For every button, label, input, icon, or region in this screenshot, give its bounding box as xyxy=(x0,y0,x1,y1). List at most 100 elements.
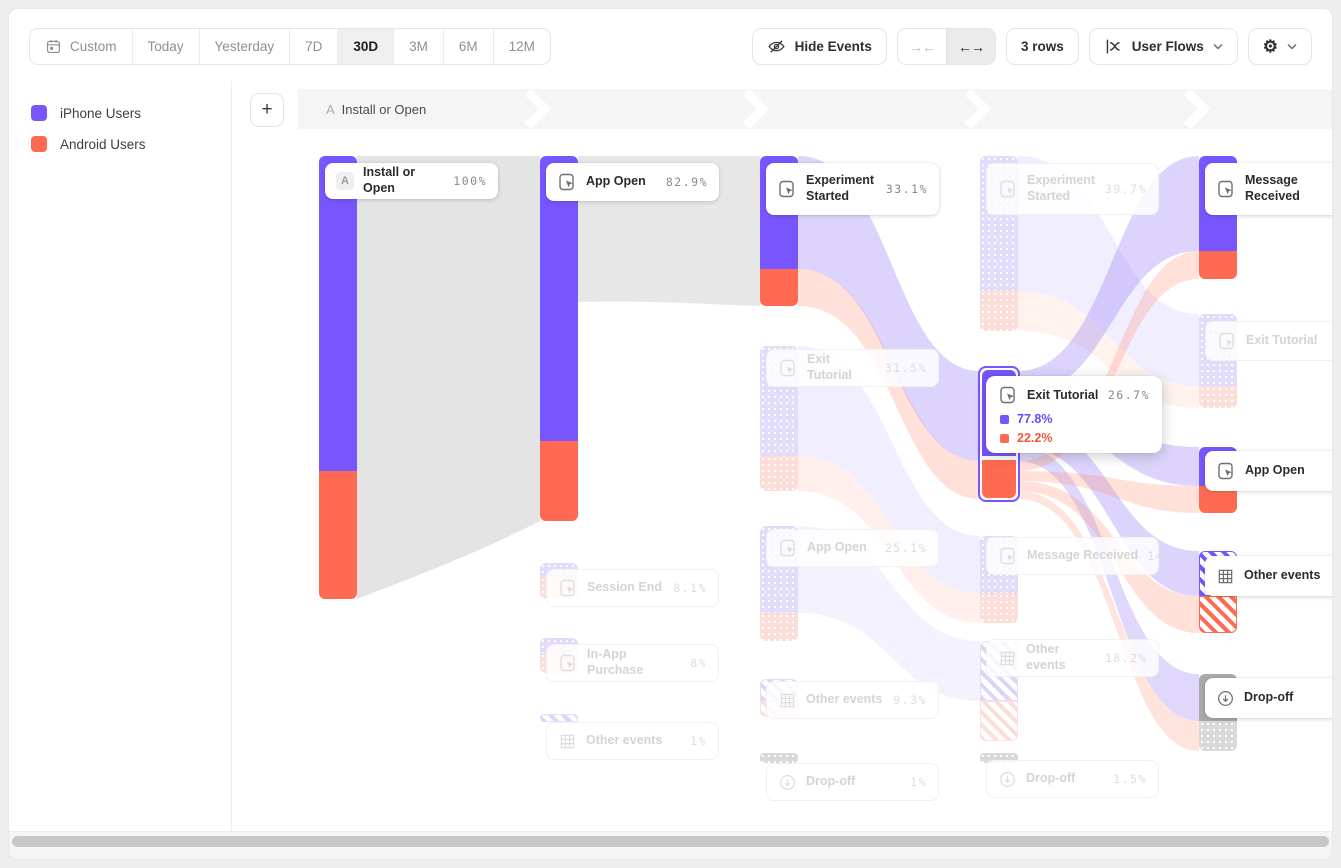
node-label: Message Received xyxy=(1245,173,1300,203)
node-percentage: 8.1% xyxy=(673,581,707,595)
grid-icon xyxy=(998,649,1017,668)
node-percentage: 33.1% xyxy=(885,182,928,196)
date-range-30d[interactable]: 30D xyxy=(337,29,394,64)
iphone-users-swatch xyxy=(1000,414,1009,424)
node-bar-drop-off[interactable] xyxy=(760,753,798,763)
node-card-app-open[interactable]: App Open xyxy=(1205,451,1332,491)
settings-dropdown[interactable]: ⚙ xyxy=(1247,28,1312,65)
node-percentage: 1.5% xyxy=(1113,772,1147,786)
node-label: Drop-off xyxy=(1244,690,1294,705)
event-icon xyxy=(1216,461,1236,481)
hide-events-button[interactable]: Hide Events xyxy=(751,28,887,65)
node-percentage: 14% xyxy=(1147,549,1173,563)
date-range-3m[interactable]: 3M xyxy=(393,29,443,64)
node-percentage: 18.2% xyxy=(1104,651,1147,665)
node-bar-app-open-purple[interactable] xyxy=(540,156,578,441)
date-range-7d[interactable]: 7D xyxy=(289,29,337,64)
chevron-down-icon xyxy=(1213,43,1223,50)
sankey-canvas: A Install or Open 100% App Open 82.9% Se… xyxy=(232,81,1332,831)
node-bar-exit-tutorial-orange[interactable] xyxy=(760,456,798,491)
date-range-yesterday[interactable]: Yesterday xyxy=(198,29,290,64)
node-bar-drop-off-dotted[interactable] xyxy=(1199,721,1237,751)
breakdown-percentage: 22.2% xyxy=(1017,431,1053,445)
event-icon xyxy=(778,358,798,378)
node-label: App Open xyxy=(586,174,646,189)
flow-ribbon-muted xyxy=(357,156,540,599)
node-percentage: 1% xyxy=(690,734,707,748)
node-card-drop-off[interactable]: Drop-off 1.5% xyxy=(986,760,1159,798)
date-range-6m[interactable]: 6M xyxy=(442,29,493,64)
node-label: App Open xyxy=(807,540,867,555)
rows-button[interactable]: 3 rows xyxy=(1005,28,1079,65)
node-bar-drop-off[interactable] xyxy=(980,753,1018,763)
node-label: Exit Tutorial xyxy=(807,352,852,382)
node-bar-app-open-orange[interactable] xyxy=(540,441,578,521)
node-percentage: 100% xyxy=(453,174,487,188)
grid-icon xyxy=(778,691,797,710)
node-bar-message-received-orange[interactable] xyxy=(980,593,1018,623)
node-label: Other events xyxy=(1026,642,1066,672)
horizontal-scrollbar[interactable] xyxy=(12,836,1329,847)
node-bar-other-events-orange[interactable] xyxy=(980,701,1018,741)
legend-item-android-users[interactable]: Android Users xyxy=(31,136,231,152)
legend-item-iphone-users[interactable]: iPhone Users xyxy=(31,105,231,121)
date-range-segmented-control: Custom Today Yesterday 7D 30D 3M 6M 12M xyxy=(29,28,551,65)
node-card-install-or-open[interactable]: A Install or Open 100% xyxy=(325,163,498,199)
rows-label: 3 rows xyxy=(1020,39,1064,54)
node-bar-other-events-strip[interactable] xyxy=(540,714,578,722)
node-card-experiment-started[interactable]: Experiment Started 39.7% xyxy=(986,163,1159,215)
legend-label: iPhone Users xyxy=(60,105,142,121)
node-card-drop-off[interactable]: Drop-off xyxy=(1205,678,1332,718)
node-percentage: 31.5% xyxy=(884,361,927,375)
node-bar-message-received-orange[interactable] xyxy=(1199,251,1237,279)
expand-icon: ←→ xyxy=(957,38,985,55)
node-card-message-received[interactable]: Message Received xyxy=(1205,163,1332,215)
collapse-columns-button[interactable]: →← xyxy=(897,29,946,64)
add-step-button[interactable]: + xyxy=(250,93,284,127)
node-label: Other events xyxy=(806,692,883,707)
node-bar-other-events-orange[interactable] xyxy=(1199,596,1237,633)
node-card-app-open[interactable]: App Open 82.9% xyxy=(546,163,719,201)
node-card-other-events[interactable]: Other events 1% xyxy=(546,722,719,760)
node-bar-install-or-open-orange[interactable] xyxy=(319,471,357,599)
event-icon xyxy=(558,653,578,673)
date-range-today[interactable]: Today xyxy=(131,29,199,64)
date-range-custom[interactable]: Custom xyxy=(30,29,132,64)
grid-icon xyxy=(1216,567,1235,586)
node-bar-experiment-started-orange[interactable] xyxy=(980,291,1018,331)
node-card-app-open[interactable]: App Open 25.1% xyxy=(766,529,939,567)
node-label: Exit Tutorial xyxy=(1246,333,1318,348)
step-title[interactable]: Install or Open xyxy=(341,101,427,117)
node-card-in-app-purchase[interactable]: In-App Purchase 8% xyxy=(546,644,719,682)
node-card-experiment-started[interactable]: Experiment Started 33.1% xyxy=(766,163,939,215)
step-separator-chevrons xyxy=(524,89,1211,129)
step-header-band: A Install or Open xyxy=(298,89,1332,129)
user-flows-icon xyxy=(1104,37,1123,56)
flow-ribbon-faded xyxy=(798,526,980,701)
node-bar-install-or-open-purple[interactable] xyxy=(319,156,357,471)
node-card-other-events[interactable]: Other events 18.2% xyxy=(986,639,1159,677)
legend-sidebar: iPhone Users Android Users xyxy=(9,81,232,831)
node-card-exit-tutorial[interactable]: Exit Tutorial xyxy=(1205,321,1332,361)
node-card-exit-tutorial[interactable]: Exit Tutorial 31.5% xyxy=(766,349,939,387)
expand-columns-button[interactable]: ←→ xyxy=(945,29,995,64)
node-bar-exit-tutorial-orange[interactable] xyxy=(1199,386,1237,408)
flow-ribbon-purple xyxy=(1018,156,1199,396)
chart-type-dropdown[interactable]: User Flows xyxy=(1088,28,1238,65)
flow-ribbon-orange xyxy=(1018,481,1199,633)
node-card-session-end[interactable]: Session End 8.1% xyxy=(546,569,719,607)
node-bar-app-open-orange[interactable] xyxy=(760,613,798,641)
app-window: Custom Today Yesterday 7D 30D 3M 6M 12M … xyxy=(8,8,1333,860)
event-icon xyxy=(777,179,797,199)
node-card-other-events[interactable]: Other events 9.3% xyxy=(766,681,939,719)
collapse-icon: →← xyxy=(908,38,936,55)
node-bar-exit-tutorial-orange[interactable] xyxy=(982,460,1016,498)
node-percentage: 8% xyxy=(690,656,707,670)
node-bar-experiment-started-orange[interactable] xyxy=(760,269,798,306)
node-card-drop-off[interactable]: Drop-off 1% xyxy=(766,763,939,801)
node-card-other-events[interactable]: Other events xyxy=(1205,556,1332,596)
node-percentage: 26.7% xyxy=(1107,388,1150,402)
date-range-12m[interactable]: 12M xyxy=(492,29,550,64)
node-percentage: 39.7% xyxy=(1104,182,1147,196)
node-card-message-received[interactable]: Message Received 14% xyxy=(986,537,1171,575)
